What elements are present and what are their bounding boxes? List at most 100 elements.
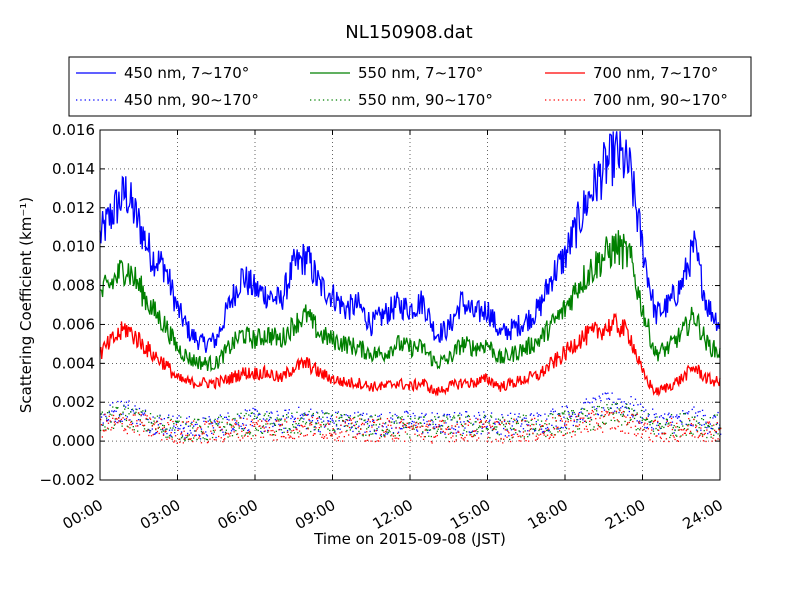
- series-point: [480, 421, 482, 423]
- series-point: [629, 403, 631, 405]
- series-point: [465, 423, 467, 425]
- series-point: [523, 438, 525, 440]
- series-point: [629, 419, 631, 421]
- series-point: [478, 425, 481, 427]
- series-point: [201, 432, 203, 434]
- series-point: [206, 442, 209, 444]
- series-point: [657, 429, 659, 431]
- series-point: [346, 429, 348, 432]
- series-point: [458, 414, 460, 416]
- series-point: [222, 431, 224, 433]
- series-point: [479, 421, 482, 423]
- series-point: [438, 425, 440, 428]
- series-point: [546, 429, 549, 431]
- series-point: [263, 427, 265, 429]
- series-point: [230, 426, 233, 428]
- series-point: [473, 430, 475, 432]
- series-point: [265, 420, 267, 422]
- series-point: [344, 421, 346, 423]
- series-point: [471, 435, 473, 438]
- series-point: [668, 422, 670, 424]
- series-point: [436, 430, 438, 432]
- series-point: [647, 428, 649, 430]
- series-point: [322, 416, 324, 418]
- series-point: [172, 427, 174, 429]
- series-point: [236, 433, 238, 436]
- series-point: [587, 417, 589, 419]
- series-point: [478, 422, 481, 424]
- series-point: [138, 407, 141, 410]
- series-point: [218, 416, 220, 418]
- series-point: [637, 428, 639, 430]
- series-group: [99, 131, 722, 444]
- series-point: [701, 434, 704, 436]
- y-tick-label: 0.006: [52, 315, 95, 333]
- series-point: [625, 406, 627, 408]
- series-point: [410, 425, 413, 427]
- series-point: [685, 423, 687, 425]
- series-point: [353, 417, 355, 419]
- series-point: [559, 430, 561, 432]
- series-point: [411, 428, 413, 430]
- series-point: [578, 424, 581, 426]
- series-point: [249, 409, 251, 411]
- series-point: [615, 403, 618, 405]
- legend-frame: [68, 56, 752, 117]
- series-point: [170, 432, 172, 434]
- series-point: [112, 402, 114, 404]
- series-point: [195, 430, 197, 432]
- series-point: [533, 424, 535, 426]
- series-point: [466, 431, 468, 433]
- series-point: [334, 439, 336, 441]
- series-point: [257, 429, 259, 432]
- series-point: [675, 416, 677, 418]
- series-point: [564, 424, 566, 426]
- series-point: [574, 434, 576, 436]
- series-point: [628, 421, 630, 424]
- series-point: [472, 424, 474, 426]
- series-point: [609, 428, 612, 430]
- series-point: [393, 421, 395, 423]
- series-point: [706, 436, 708, 439]
- series-point: [337, 411, 339, 413]
- series-point: [298, 425, 301, 427]
- series-point: [662, 433, 664, 435]
- series-point: [633, 404, 635, 406]
- series-point: [513, 428, 515, 430]
- series-point: [267, 420, 270, 422]
- series-point: [516, 420, 519, 422]
- series-point: [210, 430, 212, 432]
- series-point: [459, 417, 461, 419]
- series-point: [457, 430, 459, 432]
- series-point: [676, 417, 679, 419]
- series-point: [484, 415, 487, 417]
- series-point: [521, 419, 523, 421]
- series-point: [453, 428, 455, 430]
- series-point: [180, 432, 183, 434]
- series-point: [498, 434, 500, 436]
- series-point: [280, 429, 283, 431]
- series-point: [187, 432, 189, 435]
- series-point: [436, 434, 438, 437]
- series-point: [290, 436, 292, 438]
- series-point: [608, 398, 611, 400]
- series-point: [323, 437, 325, 439]
- series-point: [171, 429, 173, 431]
- series-point: [703, 423, 705, 426]
- series-point: [554, 417, 556, 419]
- series-point: [708, 421, 711, 423]
- series-point: [453, 412, 456, 414]
- series-point: [536, 433, 538, 435]
- series-point: [267, 430, 270, 432]
- series-point: [670, 414, 673, 416]
- series-point: [536, 438, 538, 440]
- series-point: [335, 416, 338, 418]
- series-point: [469, 434, 471, 436]
- series-point: [420, 436, 422, 438]
- series-point: [573, 419, 575, 421]
- series-point: [432, 421, 434, 423]
- series-point: [176, 417, 178, 419]
- series-point: [295, 426, 297, 429]
- series-point: [571, 436, 573, 438]
- series-point: [185, 434, 187, 437]
